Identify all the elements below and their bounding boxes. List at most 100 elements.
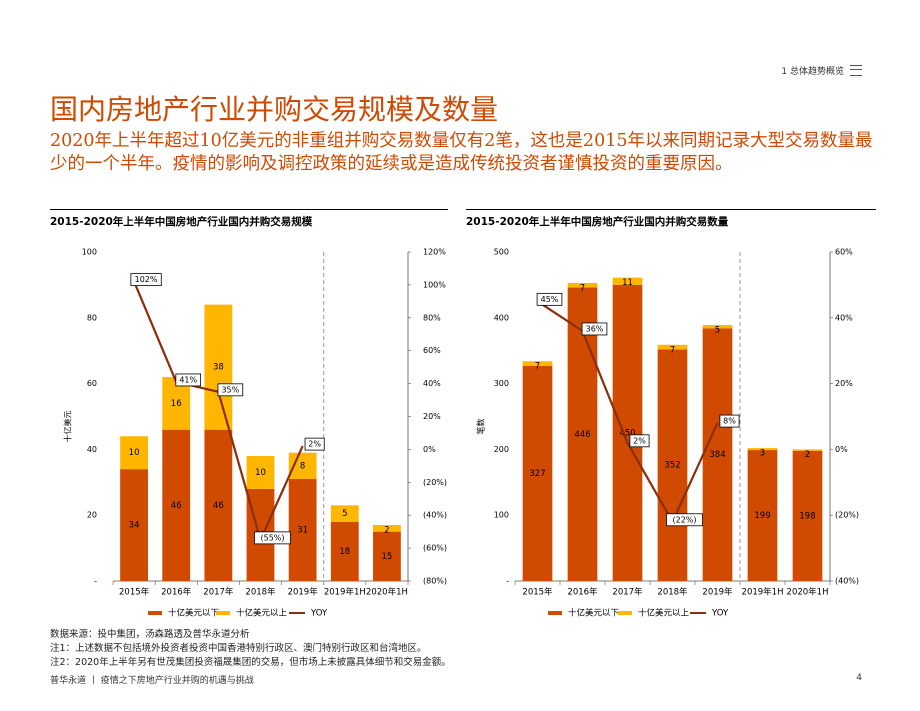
legend-swatch-over-10b xyxy=(216,611,230,615)
data-label-over-10b: 16 xyxy=(171,399,182,409)
menu-icon[interactable] xyxy=(850,65,862,76)
chart2-top-rule xyxy=(466,209,876,210)
data-label-under-10b: 46 xyxy=(213,501,224,511)
chart1-title: 2015-2020年上半年中国房地产行业国内并购交易规模 xyxy=(50,216,313,228)
chart1-x-label: 2019年1H xyxy=(324,587,366,598)
chart2-x-label: 2016年 xyxy=(567,587,598,598)
section-indicator: 1 总体趋势概览 xyxy=(781,64,862,77)
legend-swatch-under-10b xyxy=(548,611,562,615)
chart1-y2-tick: 20% xyxy=(423,412,441,421)
chart1-y-label: 十亿美元 xyxy=(63,411,73,443)
data-label-under-10b: 199 xyxy=(754,511,770,521)
bar-under-10b xyxy=(567,287,598,581)
data-label-over-10b: 10 xyxy=(129,448,140,458)
bar-over-10b xyxy=(246,455,275,489)
chart1-y-tick: 20 xyxy=(87,511,97,520)
yoy-data-label: 2% xyxy=(633,436,646,445)
bar-over-10b xyxy=(330,505,359,522)
chart1-y2-tick: 120% xyxy=(423,248,446,257)
yoy-label-box xyxy=(217,383,244,397)
chart1-y-tick: 40 xyxy=(87,445,97,454)
data-label-under-10b: 31 xyxy=(297,526,308,536)
legend-label-under-10b: 十亿美元以下 xyxy=(168,608,220,619)
chart1-y2-tick: 0% xyxy=(423,445,436,454)
chart1-x-label: 2016年 xyxy=(161,587,192,598)
yoy-label-box xyxy=(304,437,325,451)
legend-label-over-10b: 十亿美元以上 xyxy=(236,608,288,619)
yoy-data-label: 41% xyxy=(179,375,197,384)
yoy-data-label: (55%) xyxy=(260,533,284,542)
bar-over-10b xyxy=(657,344,688,350)
chart2-title: 2015-2020年上半年中国房地产行业国内并购交易数量 xyxy=(466,216,729,228)
chart1-y-tick: - xyxy=(94,577,97,586)
data-label-under-10b: 450 xyxy=(619,428,635,438)
bar-under-10b xyxy=(204,429,233,581)
chart2-x-label: 2015年 xyxy=(522,587,553,598)
page-subtitle: 2020年上半年超过10亿美元的非重组并购交易数量仅有2笔，这也是2015年以来… xyxy=(50,131,873,174)
legend-label-under-10b: 十亿美元以下 xyxy=(568,608,620,619)
legend-swatch-under-10b xyxy=(148,611,162,615)
bar-over-10b xyxy=(204,304,233,430)
bar-under-10b xyxy=(373,531,401,581)
bar-under-10b xyxy=(657,349,688,581)
chart2-y2-tick: (20%) xyxy=(835,511,859,520)
chart2-y2-tick: (40%) xyxy=(835,577,859,586)
chart2-y-tick: 500 xyxy=(494,248,509,257)
data-label-over-10b: 7 xyxy=(580,283,585,293)
page-number: 4 xyxy=(856,673,862,683)
bar-over-10b xyxy=(522,361,553,366)
chart2-y2-tick: 20% xyxy=(835,379,853,388)
chart2-y-label: 笔数 xyxy=(476,419,486,435)
yoy-data-label: 36% xyxy=(586,324,604,333)
bar-over-10b xyxy=(702,325,733,329)
page-title: 国内房地产行业并购交易规模及数量 xyxy=(50,93,499,126)
data-label-over-10b: 38 xyxy=(213,363,224,373)
yoy-data-label: 102% xyxy=(135,275,158,284)
yoy-label-box xyxy=(666,513,703,527)
chart1-x-label: 2017年 xyxy=(203,587,234,598)
yoy-data-label: 45% xyxy=(541,295,559,304)
chart2-x-label: 2020年1H xyxy=(787,587,829,598)
chart1-y2-tick: 60% xyxy=(423,346,441,355)
bar-over-10b xyxy=(612,277,643,285)
chart1-x-label: 2020年1H xyxy=(366,587,408,598)
data-label-over-10b: 5 xyxy=(342,509,347,519)
chart2-y2-tick: 0% xyxy=(835,445,848,454)
data-label-over-10b: 3 xyxy=(760,449,765,459)
yoy-data-label: 2% xyxy=(308,440,321,449)
data-label-under-10b: 446 xyxy=(574,430,590,440)
bar-over-10b xyxy=(747,448,778,451)
data-label-under-10b: 15 xyxy=(382,552,393,562)
data-label-over-10b: 7 xyxy=(670,345,675,355)
bar-under-10b xyxy=(288,479,317,581)
bar-over-10b xyxy=(792,449,823,451)
chart2-x-label: 2018年 xyxy=(657,587,688,598)
chart1-x-label: 2019年 xyxy=(288,587,319,598)
notes-block: 数据来源：投中集团，汤森路透及普华永道分析 注1：上述数据不包括境外投资者投资中… xyxy=(50,628,451,670)
data-label-over-10b: 2 xyxy=(384,526,389,536)
data-label-under-10b: 352 xyxy=(664,461,680,471)
yoy-label-box xyxy=(719,414,740,428)
bar-under-10b xyxy=(612,284,643,581)
yoy-label-box xyxy=(175,373,202,387)
chart2-y-tick: 400 xyxy=(494,313,509,322)
section-label: 1 总体趋势概览 xyxy=(781,67,844,77)
data-label-over-10b: 8 xyxy=(300,461,305,471)
bar-under-10b xyxy=(747,450,778,581)
legend-swatch-over-10b xyxy=(618,611,632,615)
chart1-x-label: 2015年 xyxy=(119,587,150,598)
bar-over-10b xyxy=(373,525,401,532)
bar-under-10b xyxy=(162,429,191,581)
bar-under-10b xyxy=(330,521,359,581)
data-label-over-10b: 11 xyxy=(622,278,633,288)
chart2-y-tick: 100 xyxy=(494,511,509,520)
bar-over-10b xyxy=(120,436,148,470)
data-label-under-10b: 18 xyxy=(339,547,350,557)
chart1-y-tick: 80 xyxy=(87,313,97,322)
yoy-label-box xyxy=(581,322,608,336)
chart2-x-label: 2019年1H xyxy=(742,587,784,598)
data-label-over-10b: 5 xyxy=(715,326,720,336)
yoy-label-box xyxy=(629,434,650,448)
chart1-y2-tick: 80% xyxy=(423,313,441,322)
